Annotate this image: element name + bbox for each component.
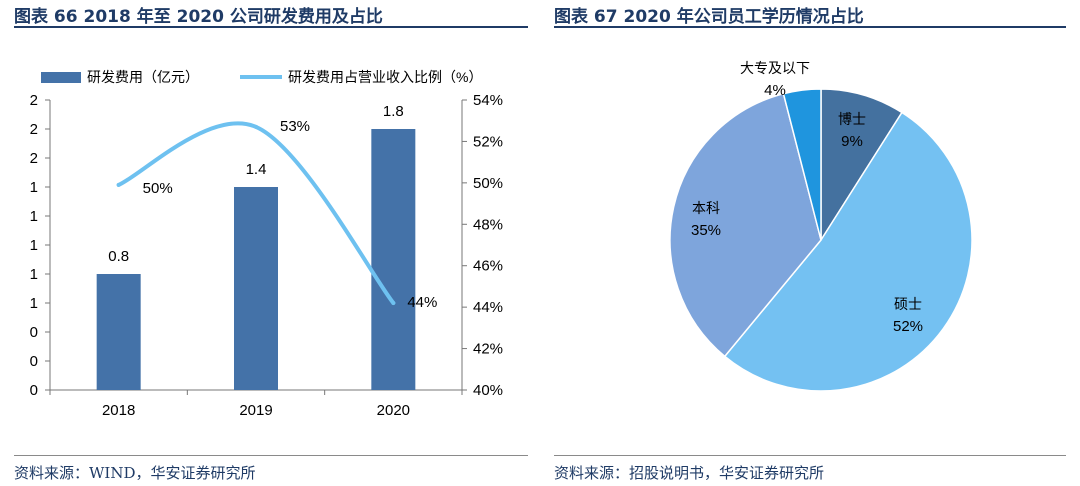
ratio-point	[391, 301, 396, 305]
right-tick-label: 42%	[473, 341, 503, 358]
right-tick-label: 44%	[473, 299, 503, 316]
right-source-note: 资料来源：招股说明书，华安证券研究所	[554, 464, 825, 482]
legend-bar-label: 研发费用（亿元）	[87, 69, 199, 85]
ratio-point	[254, 124, 258, 129]
left-tick-label: 2	[30, 150, 38, 167]
pie-label-name: 博士	[838, 111, 866, 127]
ratio-data-label: 44%	[407, 294, 437, 311]
x-tick-label: 2020	[377, 402, 410, 419]
bar-data-label: 1.8	[383, 103, 404, 120]
left-tick-label: 1	[30, 266, 38, 283]
legend-line-label: 研发费用占营业收入比例（%）	[288, 69, 482, 85]
left-tick-label: 1	[30, 295, 38, 312]
pie-label-name: 大专及以下	[740, 60, 810, 76]
pie-slice-4	[782, 88, 822, 241]
bar-2020	[371, 129, 416, 390]
x-tick-label: 2019	[239, 402, 272, 419]
left-source-note: 资料来源：WIND，华安证券研究所	[14, 464, 256, 482]
left-title-rule	[14, 26, 528, 28]
right-tick-label: 46%	[473, 258, 503, 275]
left-tick-label: 1	[30, 208, 38, 225]
ratio-data-label: 50%	[143, 180, 173, 197]
bar-2019	[234, 187, 278, 390]
pie-slice-2	[723, 111, 973, 392]
x-tick-label: 2018	[102, 402, 135, 419]
right-tick-label: 40%	[473, 382, 503, 399]
pie-slice-1	[820, 88, 903, 243]
left-tick-label: 2	[30, 92, 38, 109]
pie-label-percent: 35%	[691, 222, 721, 239]
legend-bar-swatch	[41, 72, 81, 83]
left-tick-label: 0	[30, 324, 38, 341]
ratio-data-label: 53%	[280, 118, 310, 135]
right-tick-label: 54%	[473, 92, 503, 109]
right-source-rule	[554, 455, 1066, 456]
left-chart-title: 图表 66 2018 年至 2020 公司研发费用及占比	[14, 7, 383, 27]
ratio-point	[116, 182, 121, 187]
bar-data-label: 0.8	[108, 248, 129, 265]
pie-label-percent: 9%	[841, 133, 863, 150]
bar-data-label: 1.4	[246, 161, 267, 178]
left-source-rule	[14, 455, 528, 456]
bar-2018	[96, 274, 141, 390]
pie-label-name: 本科	[692, 200, 720, 216]
pie-label-percent: 4%	[764, 82, 786, 99]
left-tick-label: 1	[30, 179, 38, 196]
education-pie-chart: 博士 9% 硕士 52% 本科 35% 大专及以下 4%	[669, 60, 973, 392]
rd-expense-chart: 研发费用（亿元） 研发费用占营业收入比例（%） 0 0 0 1 1 1 1 1 2 2 2 40% 42% 4…	[30, 69, 503, 419]
right-tick-label: 50%	[473, 175, 503, 192]
right-chart-title: 图表 67 2020 年公司员工学历情况占比	[554, 7, 864, 27]
right-tick-label: 52%	[473, 133, 503, 150]
pie-label-name: 硕士	[894, 296, 922, 312]
left-tick-label: 0	[30, 353, 38, 370]
left-tick-label: 2	[30, 121, 38, 138]
right-title-rule	[554, 26, 1066, 28]
left-tick-label: 1	[30, 237, 38, 254]
left-tick-label: 0	[30, 382, 38, 399]
pie-label-percent: 52%	[893, 318, 923, 335]
pie-slice-3	[669, 92, 822, 358]
right-tick-label: 48%	[473, 216, 503, 233]
